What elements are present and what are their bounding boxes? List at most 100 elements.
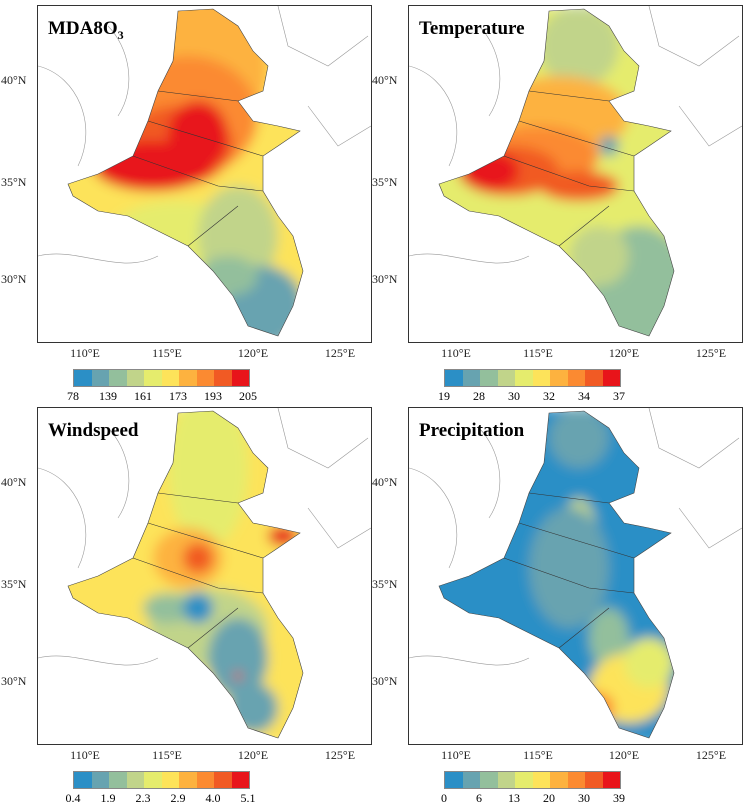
map-svg bbox=[38, 408, 371, 739]
value-area bbox=[183, 593, 213, 623]
lon-label: 125°E bbox=[695, 346, 727, 360]
legend-swatch bbox=[462, 772, 480, 788]
panel-title: Temperature bbox=[419, 18, 525, 43]
legend-tick-label: 5.1 bbox=[240, 791, 256, 805]
map-svg bbox=[38, 6, 371, 337]
legend-swatch bbox=[480, 772, 498, 788]
map-svg bbox=[409, 6, 742, 337]
legend-tick-label: 173 bbox=[169, 389, 187, 403]
legend-tick-label: 20 bbox=[543, 791, 555, 805]
legend-tick-label: 2.9 bbox=[170, 791, 186, 805]
legend-tick-label: 2.3 bbox=[135, 791, 151, 805]
legend-tick-label: 30 bbox=[508, 389, 520, 403]
lon-label: 125°E bbox=[324, 346, 356, 360]
legend-swatch bbox=[567, 370, 585, 386]
lon-label: 110°E bbox=[441, 748, 471, 762]
legend-tick-label: 1.9 bbox=[100, 791, 116, 805]
lon-label: 115°E bbox=[523, 346, 553, 360]
lon-label: 110°E bbox=[441, 346, 471, 360]
legend-swatch bbox=[179, 370, 197, 386]
legend-swatch bbox=[161, 772, 179, 788]
lat-label: 35°N bbox=[372, 577, 398, 591]
legend-swatch bbox=[74, 370, 92, 386]
lon-label: 110°E bbox=[70, 346, 100, 360]
lat-label: 35°N bbox=[372, 175, 398, 189]
lon-label: 120°E bbox=[608, 346, 640, 360]
value-area bbox=[168, 411, 248, 548]
legend-tick-label: 4.0 bbox=[205, 791, 221, 805]
legend-swatch bbox=[196, 772, 214, 788]
study-region-outline bbox=[438, 410, 675, 739]
map-svg bbox=[409, 408, 742, 739]
legend-swatch bbox=[231, 772, 249, 788]
legend-swatch bbox=[144, 370, 162, 386]
legend-swatch bbox=[91, 772, 109, 788]
lon-label: 120°E bbox=[237, 346, 269, 360]
value-area bbox=[583, 690, 595, 706]
legend-tick-label: 78 bbox=[67, 389, 79, 403]
legend-swatch bbox=[602, 772, 620, 788]
legend-swatch bbox=[515, 370, 533, 386]
legend-swatch bbox=[109, 772, 127, 788]
lon-label: 110°E bbox=[70, 748, 100, 762]
panel-title: MDA8O3 bbox=[48, 18, 124, 43]
value-area bbox=[549, 411, 609, 468]
legend-tick-label: 32 bbox=[543, 389, 555, 403]
lon-label: 125°E bbox=[324, 748, 356, 762]
legend-swatch bbox=[231, 370, 249, 386]
panel-title-subscript: 3 bbox=[117, 27, 124, 42]
legend-swatch bbox=[445, 772, 463, 788]
legend-swatch bbox=[179, 772, 197, 788]
lat-label: 30°N bbox=[372, 674, 398, 688]
legend-swatch bbox=[196, 370, 214, 386]
lat-label: 40°N bbox=[1, 73, 27, 87]
legend-swatch bbox=[214, 370, 232, 386]
legend-tick-label: 37 bbox=[613, 389, 625, 403]
legend-swatch bbox=[515, 772, 533, 788]
legend-tick-label: 13 bbox=[508, 791, 520, 805]
value-area bbox=[539, 171, 619, 201]
lat-label: 40°N bbox=[372, 475, 398, 489]
color-legend bbox=[444, 771, 621, 789]
legend-swatch bbox=[214, 772, 232, 788]
map-panel: Precipitation bbox=[408, 407, 743, 745]
legend-swatch bbox=[497, 772, 515, 788]
lat-label: 40°N bbox=[1, 475, 27, 489]
legend-tick-label: 34 bbox=[578, 389, 590, 403]
legend-swatch bbox=[445, 370, 463, 386]
value-area bbox=[624, 638, 674, 688]
legend-swatch bbox=[550, 370, 568, 386]
province-borders bbox=[132, 90, 264, 247]
legend-tick-label: 0 bbox=[441, 791, 447, 805]
legend-swatch bbox=[532, 772, 550, 788]
legend-tick-label: 139 bbox=[99, 389, 117, 403]
legend-swatch bbox=[480, 370, 498, 386]
lon-label: 115°E bbox=[152, 748, 182, 762]
legend-swatch bbox=[602, 370, 620, 386]
boundary-lines bbox=[409, 6, 742, 264]
legend-tick-label: 161 bbox=[134, 389, 152, 403]
value-area bbox=[529, 508, 609, 628]
legend-swatch bbox=[144, 772, 162, 788]
value-area bbox=[569, 226, 629, 286]
value-area bbox=[228, 683, 278, 733]
map-panel: Windspeed bbox=[37, 407, 372, 745]
legend-swatch bbox=[126, 370, 144, 386]
legend-tick-label: 28 bbox=[473, 389, 485, 403]
legend-tick-label: 0.4 bbox=[65, 791, 81, 805]
lat-label: 35°N bbox=[1, 577, 27, 591]
value-area bbox=[459, 151, 519, 191]
legend-swatch bbox=[109, 370, 127, 386]
value-area bbox=[589, 608, 629, 668]
map-panel: MDA8O3 bbox=[37, 5, 372, 343]
legend-tick-label: 205 bbox=[239, 389, 257, 403]
panel-title-text: MDA8O bbox=[48, 18, 118, 39]
lat-label: 40°N bbox=[372, 73, 398, 87]
lat-label: 35°N bbox=[1, 175, 27, 189]
panel-title: Precipitation bbox=[419, 420, 524, 445]
lon-label: 120°E bbox=[237, 748, 269, 762]
panel-title-text: Temperature bbox=[419, 18, 525, 39]
value-area bbox=[539, 9, 619, 86]
province-borders bbox=[503, 492, 635, 649]
lon-label: 125°E bbox=[695, 748, 727, 762]
